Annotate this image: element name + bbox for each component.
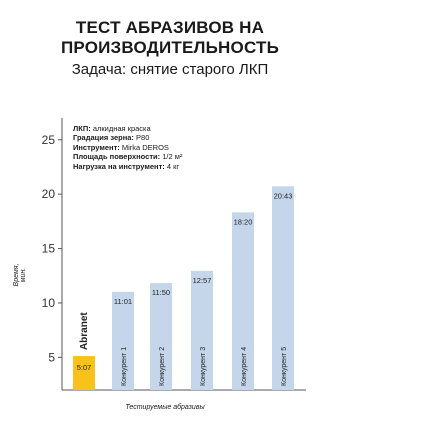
y-tick-label: 5 (48, 350, 55, 364)
bar (73, 356, 95, 390)
category-label: Abranet (79, 312, 90, 350)
bar-value-label: 11:01 (114, 297, 132, 306)
bar-value-label: 5:07 (77, 363, 92, 372)
test-parameters: ЛКП: алкидная краска Градация зерна: P80… (73, 124, 182, 171)
y-tick-label: 10 (42, 296, 56, 310)
bar (150, 283, 172, 390)
y-tick-label: 20 (42, 187, 56, 201)
category-label: Конкурент 1 (121, 347, 128, 386)
chart-title: ТЕСТ АБРАЗИВОВ НА ПРОИЗВОДИТЕЛЬНОСТЬ (60, 18, 280, 57)
x-axis-title: Тестируемые абразивы (125, 404, 205, 411)
param-row: Площадь поверхности: 1/2 м² (73, 152, 183, 162)
bar-value-label: 18:20 (234, 217, 253, 226)
bar-value-label: 12:57 (193, 276, 212, 285)
param-row: Инструмент: Mirka DEROS (73, 142, 169, 152)
y-tick-label: 25 (42, 133, 56, 147)
category-label: Конкурент 5 (281, 347, 288, 386)
bar (232, 212, 254, 390)
y-axis-title: Время, мин. (13, 263, 27, 287)
bar (112, 291, 134, 390)
param-row: ЛКП: алкидная краска (73, 124, 151, 133)
bar-value-label: 20:43 (274, 191, 293, 200)
param-row: Градация зерна: P80 (73, 133, 150, 143)
chart-subtitle: Задача: снятие старого ЛКП (71, 61, 269, 78)
bar-value-label: 11:50 (152, 288, 170, 297)
bar (191, 270, 213, 390)
bar (272, 186, 294, 390)
category-label: Конкурент 3 (200, 347, 207, 386)
category-label: Конкурент 4 (241, 347, 248, 386)
param-row: Нагрузка на инструмент: 4 кг (73, 161, 180, 171)
category-label: Конкурент 2 (159, 347, 166, 386)
y-tick-label: 15 (42, 242, 56, 256)
